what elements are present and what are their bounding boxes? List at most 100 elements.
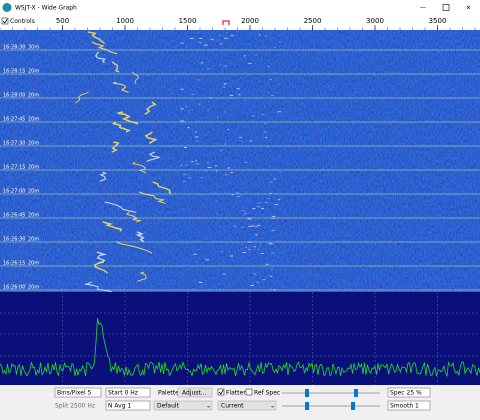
signal-trace bbox=[131, 161, 147, 174]
ref-spec-checkbox[interactable] bbox=[245, 388, 253, 396]
slider-thumb[interactable] bbox=[354, 389, 358, 397]
signal-dot bbox=[183, 274, 185, 276]
row-band: 20m bbox=[28, 69, 39, 75]
signal-dot bbox=[271, 230, 275, 232]
slider-thumb[interactable] bbox=[305, 402, 309, 410]
signal-dot bbox=[267, 146, 270, 147]
ref-spec-label: Ref Spec bbox=[254, 390, 280, 397]
maximize-button[interactable] bbox=[442, 4, 450, 11]
spec-spinbox[interactable] bbox=[387, 387, 431, 398]
slider-thumb[interactable] bbox=[305, 389, 309, 397]
bins-label: Bins/Pixel 5 bbox=[57, 390, 92, 397]
signal-dot bbox=[248, 249, 251, 250]
row-band: 20m bbox=[28, 285, 39, 291]
signal-dot bbox=[229, 255, 234, 257]
signal-dot bbox=[250, 285, 255, 286]
row-time: 16:26:30 bbox=[3, 237, 25, 243]
signal-trace bbox=[75, 91, 89, 104]
signal-dot bbox=[195, 163, 200, 165]
signal-dot bbox=[190, 38, 194, 39]
signal-dot bbox=[251, 225, 255, 227]
signal-dot bbox=[219, 64, 222, 66]
bins-spinbox[interactable] bbox=[54, 387, 102, 398]
navg-spinbox[interactable] bbox=[105, 400, 151, 411]
axis-tick-label: 1000 bbox=[116, 17, 134, 25]
row-band: 20m bbox=[28, 237, 39, 243]
axis-tick-label: 2000 bbox=[241, 17, 259, 25]
signal-trace bbox=[144, 101, 157, 116]
signal-dot bbox=[188, 177, 192, 179]
signal-dot bbox=[193, 253, 197, 255]
signal-dot bbox=[218, 35, 222, 36]
signal-dot bbox=[224, 174, 228, 176]
row-band: 20m bbox=[28, 93, 39, 99]
signal-dot bbox=[258, 248, 260, 250]
spectrum-combo[interactable] bbox=[217, 400, 277, 411]
signal-dot bbox=[191, 161, 194, 163]
spectrum-trace bbox=[0, 318, 480, 378]
signal-dot bbox=[195, 140, 199, 142]
start-spinbox[interactable] bbox=[105, 387, 151, 398]
signal-dot bbox=[262, 279, 266, 280]
signal-dot bbox=[194, 131, 198, 133]
palette-choice: Default bbox=[157, 403, 180, 410]
row-time: 16:27:45 bbox=[3, 117, 25, 123]
row-time: 16:28:15 bbox=[3, 69, 25, 75]
signal-dot bbox=[183, 174, 188, 176]
signal-dot bbox=[261, 114, 264, 115]
signal-dot bbox=[239, 136, 242, 138]
signal-dot bbox=[237, 196, 241, 197]
row-band: 20m bbox=[28, 141, 39, 147]
palette-combo[interactable] bbox=[153, 400, 213, 411]
signal-dot bbox=[230, 35, 234, 37]
signal-trace bbox=[111, 121, 131, 133]
signal-dot bbox=[216, 200, 218, 202]
signal-dot bbox=[264, 201, 268, 203]
flatten-checkbox[interactable] bbox=[217, 388, 225, 396]
signal-dot bbox=[268, 243, 273, 245]
signal-dot bbox=[271, 268, 273, 270]
adjust-button[interactable] bbox=[177, 387, 213, 398]
window-title: WSJT-X - Wide Graph bbox=[15, 5, 77, 12]
minimize-button[interactable]: — bbox=[420, 5, 426, 12]
signal-dot bbox=[220, 150, 222, 151]
signal-dot bbox=[269, 275, 273, 277]
signal-dot bbox=[198, 281, 203, 283]
signal-dot bbox=[221, 251, 223, 252]
signal-dot bbox=[252, 208, 256, 210]
smooth-spinbox[interactable] bbox=[387, 400, 431, 411]
signal-trace bbox=[152, 181, 172, 195]
signal-dot bbox=[217, 39, 219, 41]
split-label: Split 2500 Hz bbox=[55, 403, 95, 410]
signal-dot bbox=[199, 38, 203, 39]
signal-dot bbox=[264, 123, 266, 124]
signal-dot bbox=[274, 47, 276, 49]
axis-tick-label: 3000 bbox=[366, 17, 384, 25]
signal-trace bbox=[135, 231, 145, 243]
signal-dot bbox=[198, 41, 203, 43]
signal-dot bbox=[180, 120, 185, 122]
signal-dot bbox=[243, 55, 246, 57]
row-band: 20m bbox=[28, 213, 39, 219]
signal-dot bbox=[227, 167, 230, 169]
close-button[interactable]: ✕ bbox=[466, 5, 471, 12]
signal-dot bbox=[241, 210, 245, 212]
row-time: 16:26:45 bbox=[3, 213, 25, 219]
controls-label[interactable]: Controls bbox=[10, 18, 35, 25]
signal-dot bbox=[226, 32, 228, 34]
signal-dot bbox=[195, 160, 198, 162]
signal-trace bbox=[102, 221, 123, 232]
signal-dot bbox=[227, 128, 229, 130]
signal-dot bbox=[223, 37, 228, 39]
app-icon bbox=[2, 3, 12, 12]
signal-trace bbox=[146, 151, 160, 162]
signal-dot bbox=[245, 247, 247, 248]
signal-dot bbox=[237, 195, 239, 197]
controls-checkbox[interactable] bbox=[1, 17, 9, 25]
signal-dot bbox=[235, 191, 237, 193]
signal-dot bbox=[205, 259, 209, 261]
slider-thumb[interactable] bbox=[351, 402, 355, 410]
signal-dot bbox=[249, 140, 253, 142]
signal-dot bbox=[271, 252, 275, 254]
signal-dot bbox=[236, 88, 240, 90]
